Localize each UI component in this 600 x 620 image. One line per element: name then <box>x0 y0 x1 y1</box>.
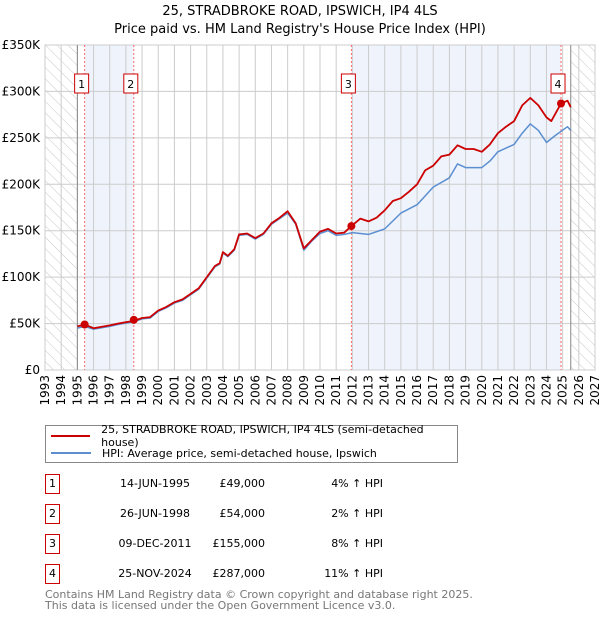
y-tick-label: £150K <box>2 224 42 238</box>
sale-point <box>557 99 566 108</box>
x-tick-label: 1995 <box>70 375 84 406</box>
x-tick-label: 2018 <box>442 375 456 406</box>
transaction-date: 09-DEC-2011 <box>118 537 192 550</box>
chart-subtitle: Price paid vs. HM Land Registry's House … <box>114 22 486 37</box>
y-tick-label: £200K <box>2 177 42 191</box>
x-tick-label: 2013 <box>362 375 376 406</box>
transaction-price: £287,000 <box>212 567 266 580</box>
legend-label: 25, STRADBROKE ROAD, IPSWICH, IP4 4LS (s… <box>101 423 424 449</box>
sale-label-box <box>123 73 139 94</box>
transaction-price: £49,000 <box>219 477 266 490</box>
transaction-hpi: 4% ↑ HPI <box>331 477 383 490</box>
x-tick-label: 1997 <box>103 375 117 406</box>
x-tick-label: 2026 <box>572 375 586 406</box>
price-series-line <box>77 97 572 330</box>
sale-label-text: 3 <box>345 78 352 91</box>
table-row: 4 25-NOV-2024 £287,000 11% ↑ HPI <box>45 564 445 586</box>
y-tick-label: £300K <box>2 84 42 98</box>
x-tick-label: 2005 <box>232 375 246 406</box>
table-row: 2 26-JUN-1998 £54,000 2% ↑ HPI <box>45 504 445 526</box>
x-tick-label: 2017 <box>426 375 440 406</box>
transaction-date: 25-NOV-2024 <box>118 567 192 580</box>
sale-point <box>80 320 89 329</box>
footer-line: Contains HM Land Registry data © Crown c… <box>45 588 473 601</box>
sale-point <box>347 222 356 231</box>
y-tick-label: £350K <box>2 38 42 52</box>
legend-label: HPI: Average price, semi-detached house,… <box>102 446 377 460</box>
x-tick-label: 2014 <box>378 375 392 406</box>
x-tick-label: 1993 <box>38 375 52 406</box>
sale-label-box <box>550 73 566 94</box>
x-tick-label: 2012 <box>345 375 359 406</box>
x-tick-label: 2000 <box>151 375 165 406</box>
x-tick-label: 2024 <box>539 375 553 406</box>
table-row: 3 09-DEC-2011 £155,000 8% ↑ HPI <box>45 534 445 556</box>
x-tick-label: 1994 <box>54 375 68 406</box>
transaction-price: £155,000 <box>212 537 266 550</box>
x-tick-label: 2001 <box>167 375 181 406</box>
x-tick-label: 2020 <box>475 375 489 406</box>
x-tick-label: 2019 <box>459 375 473 406</box>
x-tick-label: 2015 <box>394 375 408 406</box>
x-tick-label: 2003 <box>200 375 214 406</box>
transaction-number: 4 <box>45 564 60 584</box>
transaction-number: 1 <box>45 474 60 494</box>
transaction-number: 2 <box>45 504 60 524</box>
no-data-region <box>570 45 595 370</box>
legend-item-price: 25, STRADBROKE ROAD, IPSWICH, IP4 4LS (s… <box>46 423 457 449</box>
x-tick-label: 2023 <box>523 375 537 406</box>
x-tick-label: 2010 <box>313 375 327 406</box>
sale-point <box>129 315 138 324</box>
x-tick-label: 2011 <box>329 375 343 406</box>
sale-label-text: 2 <box>127 78 134 91</box>
x-tick-label: 2016 <box>410 375 424 406</box>
x-tick-label: 2021 <box>491 375 505 406</box>
sale-label-box <box>74 73 90 94</box>
y-tick-label: £0 <box>25 363 40 377</box>
x-tick-label: 1996 <box>87 375 101 406</box>
x-tick-label: 2008 <box>281 375 295 406</box>
transaction-hpi: 2% ↑ HPI <box>331 507 383 520</box>
legend-swatch-price <box>51 435 91 437</box>
sale-label-box <box>340 73 356 94</box>
sale-label-text: 4 <box>555 78 562 91</box>
x-tick-label: 2007 <box>264 375 278 406</box>
x-tick-label: 2027 <box>588 375 600 406</box>
transaction-date: 26-JUN-1998 <box>119 507 191 520</box>
chart-title: 25, STRADBROKE ROAD, IPSWICH, IP4 4LS <box>162 4 438 19</box>
y-tick-label: £250K <box>2 131 42 145</box>
x-tick-label: 1998 <box>119 375 133 406</box>
y-tick-label: £100K <box>2 270 42 284</box>
sale-label-text: 1 <box>78 78 85 91</box>
x-tick-label: 2025 <box>556 375 570 406</box>
transaction-number: 3 <box>45 534 60 554</box>
x-tick-label: 1999 <box>135 375 149 406</box>
footer-note: Contains HM Land Registry data © Crown c… <box>45 589 473 611</box>
legend-item-hpi: HPI: Average price, semi-detached house,… <box>46 445 377 461</box>
transaction-price: £54,000 <box>219 507 266 520</box>
table-row: 1 14-JUN-1995 £49,000 4% ↑ HPI <box>45 474 445 496</box>
x-tick-label: 2022 <box>507 375 521 406</box>
footer-line: This data is licensed under the Open Gov… <box>45 599 396 612</box>
legend-swatch-hpi <box>51 452 91 454</box>
ownership-period-shade <box>351 45 562 370</box>
legend: 25, STRADBROKE ROAD, IPSWICH, IP4 4LS (s… <box>45 423 458 463</box>
x-tick-label: 2006 <box>248 375 262 406</box>
transaction-hpi: 8% ↑ HPI <box>331 537 383 550</box>
price-chart: £0 £50K £100K £150K £200K £250K £300K £350K 1993… <box>2 38 600 406</box>
x-tick-label: 2009 <box>297 375 311 406</box>
x-tick-label: 2002 <box>184 375 198 406</box>
x-tick-label: 2004 <box>216 375 230 406</box>
transaction-date: 14-JUN-1995 <box>119 477 191 490</box>
transaction-hpi: 11% ↑ HPI <box>324 567 383 580</box>
y-tick-label: £50K <box>9 317 41 331</box>
plot-border <box>44 44 596 371</box>
